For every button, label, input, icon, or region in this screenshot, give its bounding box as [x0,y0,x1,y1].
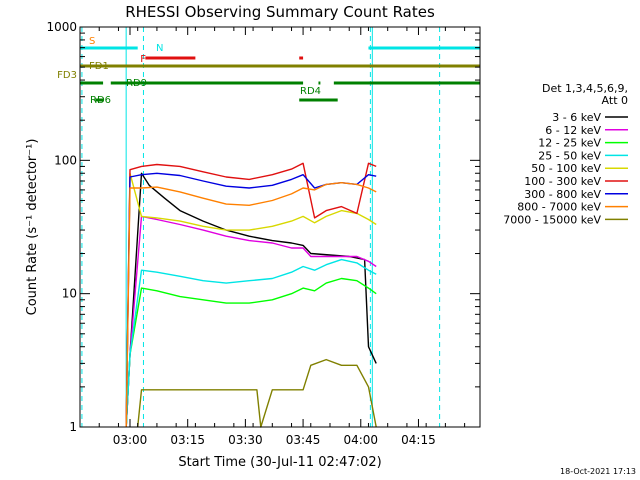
series-line-3 [125,277,377,428]
legend-label: 12 - 25 keV [538,137,601,150]
flag-label-fd1: FD1 [89,61,109,72]
legend-header-line-1: Det 1,3,4,5,6,9, [542,82,628,95]
flag-label-rd9: RD9 [126,78,147,89]
flag-bar-layer: S NF FD1 FD3 RD9 RD4 RD6 [57,36,480,106]
axis-layer: 03:00 03:15 03:30 03:45 04:00 04:15 1 10 100 1000 [46,20,480,447]
y-tick-label: 10 [62,287,77,301]
y-tick-label: 1 [69,420,77,434]
x-tick-label: 03:45 [286,433,321,447]
legend-label: 25 - 50 keV [538,149,601,162]
x-axis-label: Start Time (30-Jul-11 02:47:02) [178,455,381,470]
flag-label-n: N [156,43,163,54]
legend-label: 6 - 12 keV [545,124,601,137]
legend-header-line-2: Att 0 [602,94,628,107]
x-tick-label: 04:00 [343,433,378,447]
chart-title: RHESSI Observing Summary Count Rates [125,3,435,21]
saa-marker-layer [81,27,441,427]
x-tick-label: 03:30 [228,433,263,447]
x-tick-label: 03:00 [113,433,148,447]
night-interval-layer [125,27,373,427]
series-layer [125,162,377,428]
y-tick-label: 1000 [46,20,77,34]
series-line-2 [125,215,377,428]
legend-label: 3 - 6 keV [552,111,601,124]
y-axis-label: Count Rate (s⁻¹ detector⁻¹) [25,139,40,316]
series-line-5 [125,172,377,428]
x-tick-label: 04:15 [401,433,436,447]
y-tick-label: 100 [54,153,77,167]
series-line-6 [125,162,377,428]
legend-label: 7000 - 15000 keV [503,213,601,226]
legend-label: 100 - 300 keV [524,175,601,188]
legend-label: 300 - 800 keV [524,188,601,201]
flag-label-rd4: RD4 [300,86,321,97]
flag-label-f: F [140,54,146,65]
flag-label-fd3: FD3 [57,70,77,81]
legend-label: 800 - 7000 keV [517,201,601,214]
series-line-9 [137,358,377,428]
legend-label: 50 - 100 keV [531,162,601,175]
flag-label-rd6: RD6 [90,95,111,106]
x-tick-label: 03:15 [170,433,205,447]
series-line-4 [125,258,377,428]
plot-frame [79,26,481,428]
flag-label-s: S [89,36,95,47]
timestamp: 18-Oct-2021 17:13 [560,467,636,476]
series-line-8 [125,181,377,428]
